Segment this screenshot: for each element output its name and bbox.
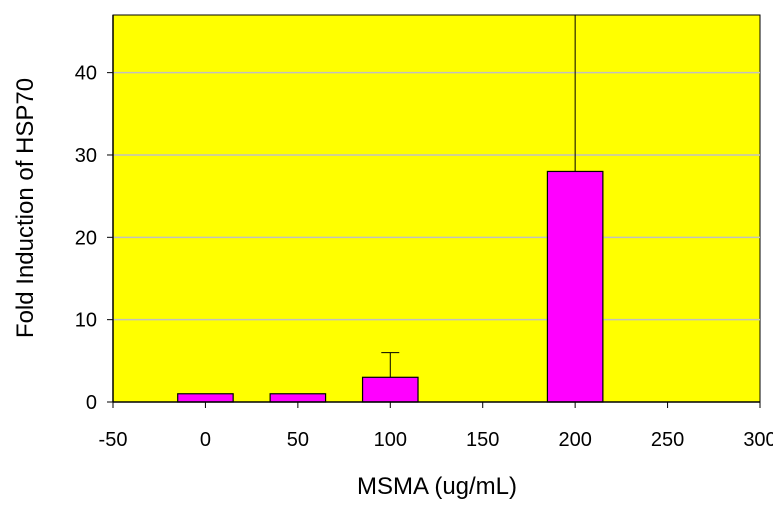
y-tick-label: 20 [75, 227, 97, 249]
x-tick-label: 100 [374, 429, 407, 451]
gridlines [113, 71, 760, 321]
bar-1 [269, 393, 327, 403]
bar-3 [546, 170, 604, 403]
x-tick-label: 50 [287, 429, 309, 451]
x-tick-label: 300 [743, 429, 773, 451]
axes [107, 15, 761, 408]
x-axis-title: MSMA (ug/mL) [357, 473, 517, 500]
y-tick-labels: 0 10 20 30 40 [75, 63, 97, 414]
plot-area [112, 14, 761, 403]
y-axis-title: Fold Induction of HSP70 [12, 78, 39, 338]
y-tick-label: 30 [75, 145, 97, 167]
error-bars [381, 14, 585, 378]
y-tick-label: 40 [75, 63, 97, 85]
bars [177, 170, 604, 403]
x-tick-label: -50 [99, 429, 128, 451]
x-tick-label: 250 [651, 429, 684, 451]
y-tick-label: 0 [86, 392, 97, 414]
bar-2 [361, 376, 419, 403]
y-tick-label: 10 [75, 310, 97, 332]
bar-0 [177, 393, 234, 403]
x-tick-labels: -50 0 50 100 150 200 250 300 [99, 429, 773, 451]
x-tick-label: 0 [200, 429, 211, 451]
x-tick-label: 200 [558, 429, 591, 451]
x-tick-label: 150 [466, 429, 499, 451]
